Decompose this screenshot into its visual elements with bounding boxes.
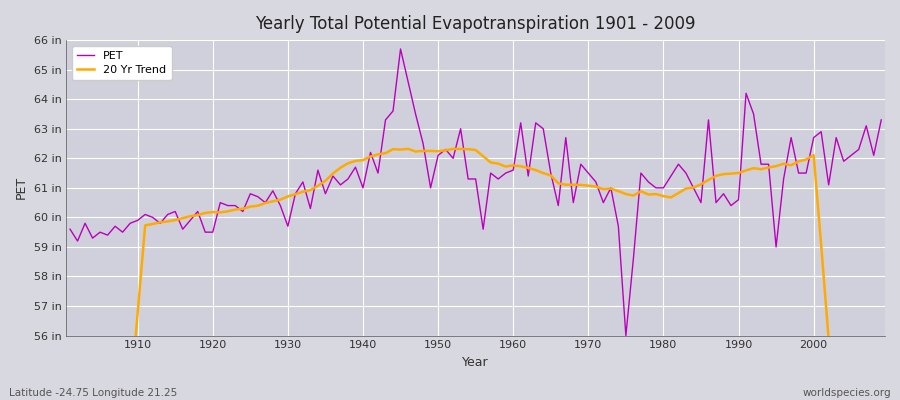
20 Yr Trend [125,399,136,400]
Y-axis label: PET: PET [15,176,28,200]
Line: PET: PET [70,49,881,336]
PET [620,333,631,338]
X-axis label: Year: Year [463,356,489,369]
PET [65,227,76,232]
PET [516,120,526,125]
20 Yr Trend [335,165,346,170]
PET [290,191,301,196]
20 Yr Trend [508,163,518,168]
Text: Latitude -24.75 Longitude 21.25: Latitude -24.75 Longitude 21.25 [9,388,177,398]
PET [395,46,406,51]
20 Yr Trend [606,186,616,191]
20 Yr Trend [290,192,301,196]
PET [508,168,518,172]
PET [125,221,136,226]
Text: worldspecies.org: worldspecies.org [803,388,891,398]
20 Yr Trend [402,146,413,151]
Title: Yearly Total Potential Evapotranspiration 1901 - 2009: Yearly Total Potential Evapotranspiratio… [256,15,696,33]
PET [876,118,886,122]
Line: 20 Yr Trend: 20 Yr Trend [70,149,881,400]
20 Yr Trend [516,164,526,169]
PET [335,182,346,187]
PET [606,186,616,190]
Legend: PET, 20 Yr Trend: PET, 20 Yr Trend [72,46,172,80]
